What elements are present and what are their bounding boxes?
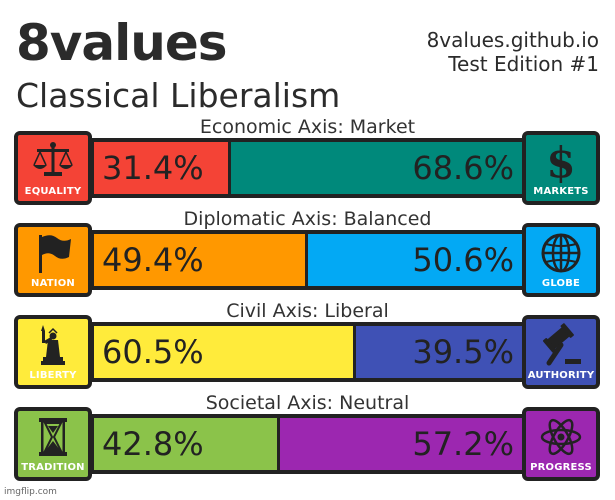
globe-label: GLOBE <box>541 278 581 289</box>
economic-bar: 31.4% 68.6% <box>90 138 526 198</box>
edition-label: Test Edition #1 <box>448 52 599 76</box>
tradition-tile: TRADITION <box>14 407 92 481</box>
gavel-icon <box>526 323 596 367</box>
globe-segment: 50.6% <box>305 234 522 286</box>
tradition-label: TRADITION <box>21 462 85 473</box>
authority-tile: AUTHORITY <box>522 315 600 389</box>
economic-axis-title: Economic Axis: Market <box>199 116 416 138</box>
civil-axis-title: Civil Axis: Liberal <box>226 300 389 322</box>
nation-tile: NATION <box>14 223 92 297</box>
dollar-icon: $ <box>526 139 596 183</box>
progress-tile: PROGRESS <box>522 407 600 481</box>
diplomatic-bar: 49.4% 50.6% <box>90 230 526 290</box>
globe-icon <box>526 231 596 275</box>
liberty-segment: 60.5% <box>94 326 353 378</box>
site-url[interactable]: 8values.github.io <box>426 28 599 52</box>
liberty-tile: LIBERTY <box>14 315 92 389</box>
authority-percent: 39.5% <box>412 333 514 371</box>
imgflip-watermark: imgflip.com <box>4 487 57 497</box>
tradition-segment: 42.8% <box>94 418 278 470</box>
globe-tile: GLOBE <box>522 223 600 297</box>
authority-label: AUTHORITY <box>527 370 595 381</box>
hourglass-icon <box>18 415 88 459</box>
equality-label: EQUALITY <box>24 186 82 197</box>
markets-tile: $ MARKETS <box>522 131 600 205</box>
progress-label: PROGRESS <box>530 462 592 473</box>
nation-percent: 49.4% <box>102 241 204 279</box>
societal-bar: 42.8% 57.2% <box>90 414 526 474</box>
liberty-statue-icon <box>18 323 88 367</box>
equality-segment: 31.4% <box>94 142 229 194</box>
authority-segment: 39.5% <box>352 326 522 378</box>
markets-percent: 68.6% <box>412 149 514 187</box>
markets-label: MARKETS <box>533 186 589 197</box>
liberty-label: LIBERTY <box>29 370 77 381</box>
svg-text:$: $ <box>546 139 575 183</box>
nation-segment: 49.4% <box>94 234 306 286</box>
markets-segment: 68.6% <box>228 142 522 194</box>
societal-axis-title: Societal Axis: Neutral <box>205 392 410 414</box>
nation-label: NATION <box>31 278 75 289</box>
tradition-percent: 42.8% <box>102 425 204 463</box>
globe-percent: 50.6% <box>412 241 514 279</box>
equality-tile: EQUALITY <box>14 131 92 205</box>
scales-icon <box>18 139 88 183</box>
liberty-percent: 60.5% <box>102 333 204 371</box>
diplomatic-axis-title: Diplomatic Axis: Balanced <box>183 208 432 230</box>
progress-segment: 57.2% <box>277 418 522 470</box>
atom-icon <box>526 415 596 459</box>
progress-percent: 57.2% <box>412 425 514 463</box>
ideology-result: Classical Liberalism <box>16 76 341 115</box>
site-info: 8values.github.io Test Edition #1 <box>427 28 599 76</box>
civil-bar: 60.5% 39.5% <box>90 322 526 382</box>
equality-percent: 31.4% <box>102 149 204 187</box>
brand-title: 8values <box>16 14 228 72</box>
flag-icon <box>18 231 88 275</box>
